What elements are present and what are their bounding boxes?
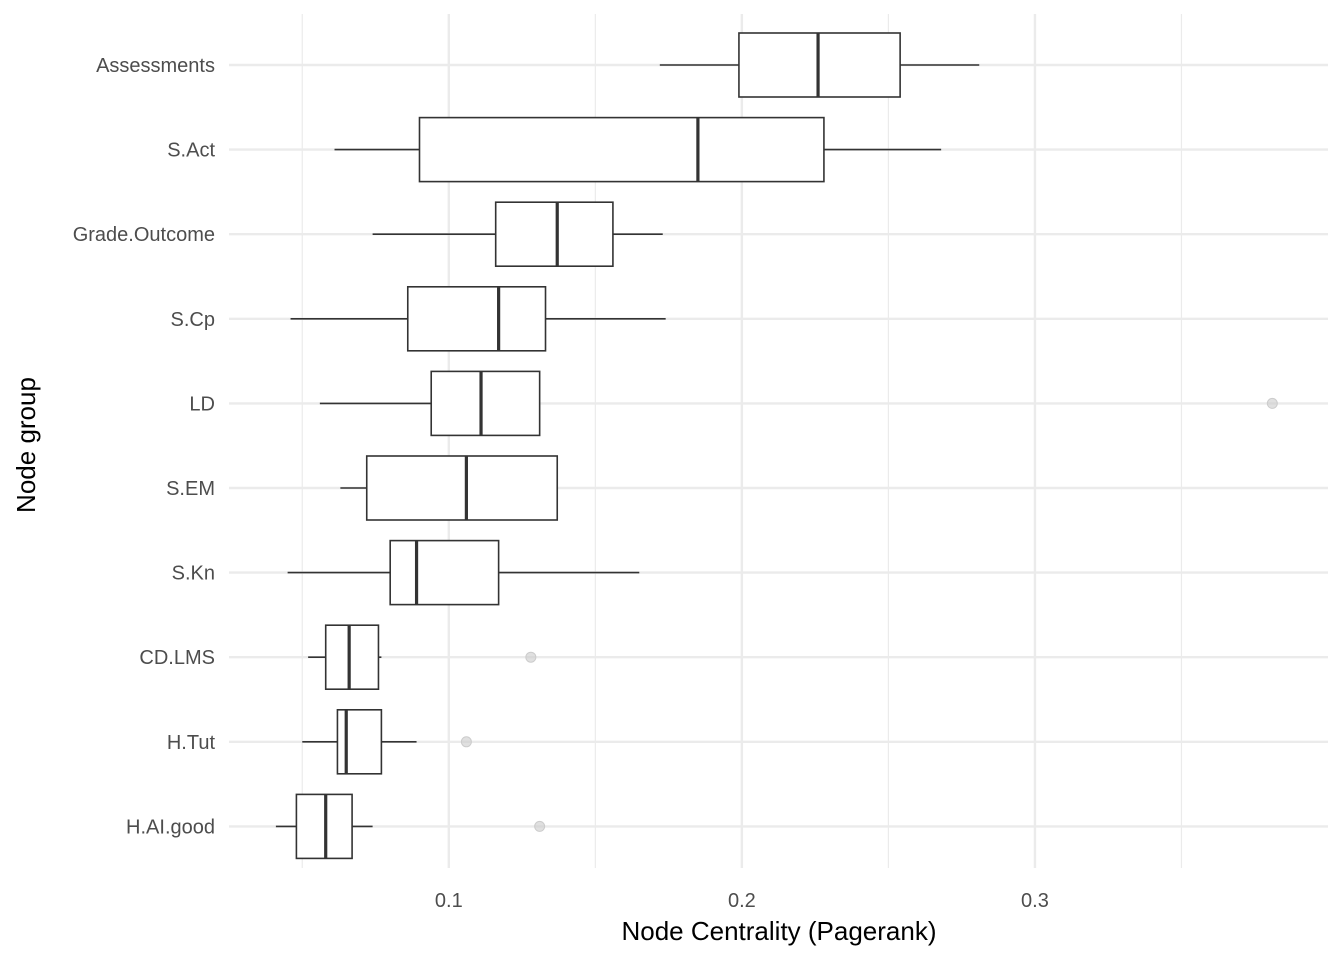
y-tick-label: S.Act: [167, 140, 215, 162]
box-iqr: [406, 285, 547, 352]
box-group: [319, 370, 1278, 437]
box-iqr: [365, 455, 559, 521]
y-tick-label: S.EM: [166, 478, 215, 500]
box-group: [287, 539, 640, 606]
box-group: [372, 201, 663, 267]
box-group: [290, 285, 666, 352]
outlier-point: [534, 820, 546, 832]
y-tick-label: H.AI.good: [126, 816, 215, 838]
box-group: [334, 116, 942, 183]
x-tick-label: 0.2: [728, 890, 756, 912]
y-tick-label: S.Kn: [172, 563, 215, 585]
x-axis-title: Node Centrality (Pagerank): [621, 916, 936, 946]
tick-labels: Assessments S.Act Grade.Outcome S.Cp LD S.EM S…: [73, 55, 1049, 912]
box-group: [659, 32, 980, 98]
box-iqr: [324, 624, 380, 691]
outlier-point: [460, 736, 472, 748]
outlier-point: [1266, 397, 1278, 409]
boxplot-marks: [275, 32, 1278, 860]
y-tick-label: Grade.Outcome: [73, 224, 215, 246]
box-iqr: [494, 201, 614, 267]
box-iqr: [430, 370, 541, 437]
x-tick-label: 0.1: [435, 890, 463, 912]
box-group: [302, 708, 472, 775]
y-tick-label: CD.LMS: [139, 647, 215, 669]
box-group: [308, 624, 537, 691]
box-iqr: [418, 116, 825, 183]
box-group: [275, 793, 546, 860]
y-tick-label: Assessments: [96, 55, 215, 77]
box-iqr: [389, 539, 500, 606]
x-tick-label: 0.3: [1021, 890, 1049, 912]
y-tick-label: H.Tut: [167, 732, 216, 754]
y-axis-title: Node group: [11, 377, 41, 513]
y-tick-label: LD: [189, 393, 215, 415]
y-tick-label: S.Cp: [171, 309, 215, 331]
box-iqr: [336, 708, 383, 775]
outlier-point: [525, 651, 537, 663]
box-group: [340, 455, 559, 521]
